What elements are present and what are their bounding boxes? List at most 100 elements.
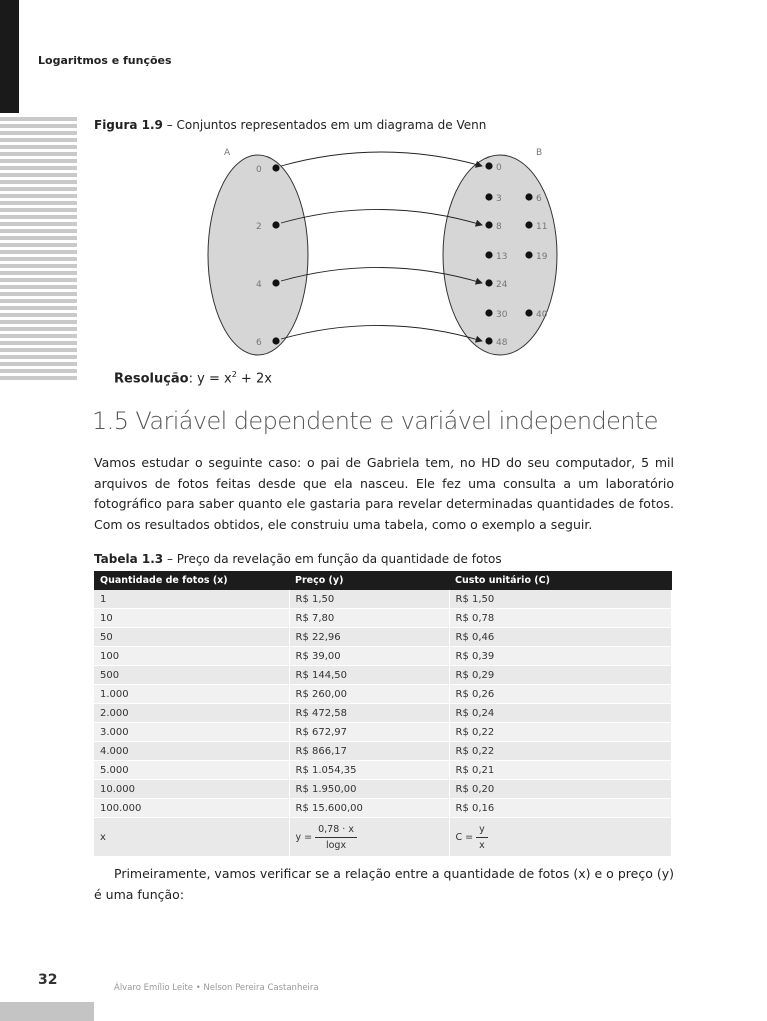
- table-row: 5.000 R$ 1.054,35 R$ 0,21: [94, 760, 672, 780]
- set-point-label: 8: [496, 222, 502, 232]
- cell-price: R$ 39,00: [289, 646, 450, 666]
- set-point-dot: [525, 309, 533, 317]
- set-point-label: 0: [496, 163, 502, 173]
- price-formula-lhs: y =: [295, 831, 313, 843]
- table-row: 3.000 R$ 672,97 R$ 0,22: [94, 722, 672, 742]
- cell-price: R$ 472,58: [289, 703, 450, 723]
- mapping-arrows: [280, 151, 483, 343]
- mapping-arrow: [280, 325, 483, 343]
- cell-unit-cost: R$ 1,50: [449, 590, 672, 609]
- set-a-ellipse: [207, 154, 309, 356]
- cell-formula-x: x: [94, 817, 290, 857]
- resolucao-line: Resolução: y = x2 + 2x: [114, 370, 272, 386]
- table-header-row: Quantidade de fotos (x) Preço (y) Custo …: [94, 571, 672, 590]
- set-point-dot: [272, 164, 280, 172]
- set-b-elements: 0 3 6 8 11 13 19 24 30 40 48: [485, 162, 548, 348]
- cost-formula-denominator: x: [479, 839, 485, 851]
- cell-quantity: 5.000: [94, 760, 290, 780]
- figure-caption-text: – Conjuntos representados em um diagrama…: [162, 118, 487, 132]
- price-table: Quantidade de fotos (x) Preço (y) Custo …: [94, 571, 672, 857]
- set-point-dot: [272, 221, 280, 229]
- cell-quantity: 4.000: [94, 741, 290, 761]
- cell-unit-cost: R$ 0,20: [449, 779, 672, 799]
- cell-quantity: 1: [94, 590, 290, 609]
- set-point-dot: [485, 221, 493, 229]
- cell-unit-cost: R$ 0,29: [449, 665, 672, 685]
- set-point-label: 6: [536, 194, 542, 204]
- cell-price: R$ 15.600,00: [289, 798, 450, 818]
- cell-unit-cost: R$ 0,46: [449, 627, 672, 647]
- mapping-arrow: [280, 267, 483, 285]
- section-title: 1.5 Variável dependente e variável indep…: [92, 407, 658, 435]
- resolucao-formula-exp: 2: [231, 370, 237, 379]
- table-row: 500 R$ 144,50 R$ 0,29: [94, 665, 672, 685]
- set-point-label: 40: [536, 310, 548, 320]
- table-caption-label: Tabela 1.3: [94, 552, 164, 566]
- set-point-dot: [525, 251, 533, 259]
- cell-unit-cost: R$ 0,16: [449, 798, 672, 818]
- table-row: 50 R$ 22,96 R$ 0,46: [94, 627, 672, 647]
- figure-caption-label: Figura 1.9: [94, 118, 163, 132]
- set-point-label: 11: [536, 222, 547, 232]
- set-point-label: 6: [256, 338, 262, 348]
- cell-unit-cost: R$ 0,22: [449, 722, 672, 742]
- set-point-dot: [485, 193, 493, 201]
- cell-quantity: 2.000: [94, 703, 290, 723]
- price-formula-numerator: 0,78 · x: [315, 824, 357, 838]
- cell-price: R$ 260,00: [289, 684, 450, 704]
- table-row: 10.000 R$ 1.950,00 R$ 0,20: [94, 779, 672, 799]
- running-title: Logaritmos e funções: [38, 54, 172, 67]
- cell-quantity: 100: [94, 646, 290, 666]
- set-point-label: 13: [496, 252, 507, 262]
- cost-formula-lhs: C =: [455, 831, 474, 843]
- cell-quantity: 50: [94, 627, 290, 647]
- cell-quantity: 3.000: [94, 722, 290, 742]
- set-point-label: 3: [496, 194, 502, 204]
- resolucao-formula-prefix: : y = x: [188, 371, 232, 387]
- cost-formula-numerator: y: [476, 824, 488, 838]
- cell-quantity: 10: [94, 608, 290, 628]
- table-row: 100.000 R$ 15.600,00 R$ 0,16: [94, 798, 672, 818]
- table-row: 1 R$ 1,50 R$ 1,50: [94, 590, 672, 609]
- cell-unit-cost: R$ 0,26: [449, 684, 672, 704]
- cell-unit-cost: R$ 0,21: [449, 760, 672, 780]
- set-point-dot: [485, 162, 493, 170]
- cell-price: R$ 672,97: [289, 722, 450, 742]
- set-a-elements: 0 2 4 6: [256, 164, 280, 348]
- side-black-tab: [0, 0, 19, 113]
- table-row: 10 R$ 7,80 R$ 0,78: [94, 608, 672, 628]
- set-point-dot: [485, 251, 493, 259]
- table-row: 2.000 R$ 472,58 R$ 0,24: [94, 703, 672, 723]
- set-point-dot: [272, 279, 280, 287]
- set-b-label: B: [536, 148, 542, 158]
- set-point-label: 19: [536, 252, 548, 262]
- set-point-label: 24: [496, 280, 508, 290]
- table-caption-text: – Preço da revelação em função da quanti…: [163, 552, 502, 566]
- page-number: 32: [38, 972, 58, 988]
- cell-unit-cost: R$ 0,78: [449, 608, 672, 628]
- set-point-dot: [272, 337, 280, 345]
- cell-formula-price: y = 0,78 · x logx: [289, 817, 450, 857]
- paragraph-function-check: Primeiramente, vamos verificar se a rela…: [94, 866, 674, 902]
- mapping-arrow: [280, 209, 483, 227]
- table-body: 1 R$ 1,50 R$ 1,50 10 R$ 7,80 R$ 0,78 50 R$ 22,9…: [94, 590, 672, 857]
- decorative-stripes: [0, 117, 77, 383]
- cell-price: R$ 7,80: [289, 608, 450, 628]
- set-point-dot: [525, 221, 533, 229]
- set-point-dot: [485, 279, 493, 287]
- set-a-label: A: [224, 148, 231, 158]
- set-point-label: 2: [256, 222, 262, 232]
- cell-price: R$ 22,96: [289, 627, 450, 647]
- price-formula-denominator: logx: [325, 839, 347, 851]
- cell-price: R$ 144,50: [289, 665, 450, 685]
- paragraph-intro: Vamos estudar o seguinte caso: o pai de …: [94, 455, 674, 532]
- cell-quantity: 10.000: [94, 779, 290, 799]
- set-point-label: 4: [256, 280, 262, 290]
- mapping-arrow: [280, 151, 483, 168]
- resolucao-label: Resolução: [114, 371, 189, 387]
- cell-formula-cost: C = y x: [449, 817, 672, 857]
- footer-authors: Álvaro Emílio Leite • Nelson Pereira Cas…: [114, 983, 319, 993]
- set-point-dot: [485, 337, 493, 345]
